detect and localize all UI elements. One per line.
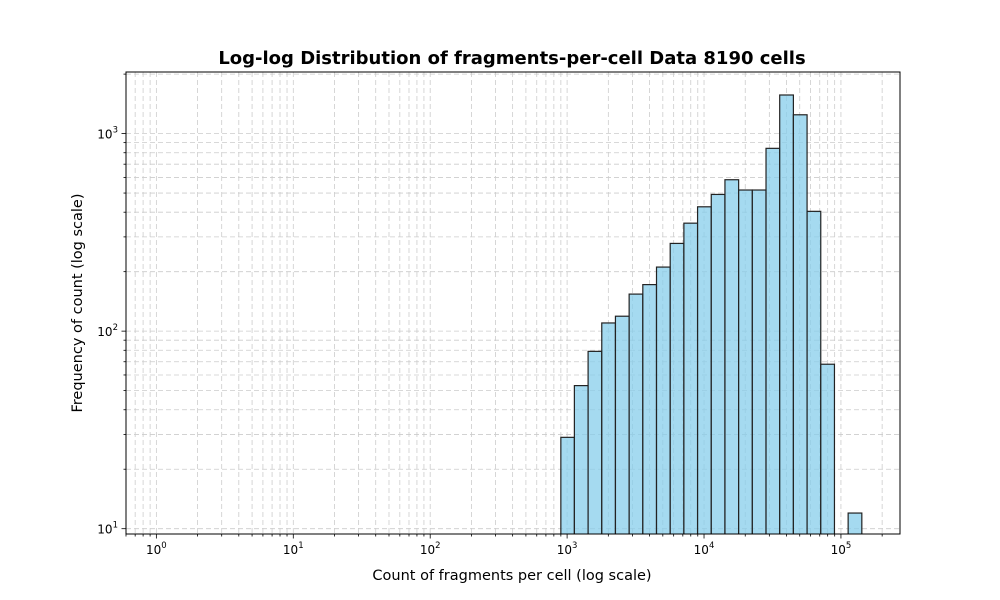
histogram-bar bbox=[573, 385, 589, 534]
histogram-bar bbox=[847, 512, 863, 534]
x-tick-base: 10 bbox=[694, 543, 709, 557]
x-tick-base: 10 bbox=[283, 543, 298, 557]
histogram-bar bbox=[806, 210, 822, 534]
x-tick-exponent: 2 bbox=[435, 541, 440, 551]
histogram-bar bbox=[765, 147, 781, 534]
y-tick-label: 103 bbox=[97, 126, 118, 142]
x-tick-exponent: 4 bbox=[709, 541, 714, 551]
histogram-bar bbox=[628, 293, 644, 534]
histogram-bar bbox=[724, 179, 740, 534]
x-axis-label: Count of fragments per cell (log scale) bbox=[372, 568, 651, 584]
y-tick-label: 101 bbox=[97, 521, 118, 537]
histogram-bar bbox=[683, 222, 699, 534]
x-tick-label: 104 bbox=[694, 541, 715, 557]
x-tick-base: 10 bbox=[420, 543, 435, 557]
histogram-bars bbox=[560, 94, 863, 534]
y-tick-base: 10 bbox=[97, 325, 112, 339]
y-tick-exponent: 3 bbox=[113, 126, 118, 136]
chart-title: Log-log Distribution of fragments-per-ce… bbox=[218, 48, 805, 69]
y-tick-exponent: 1 bbox=[113, 521, 118, 531]
x-tick-label: 105 bbox=[831, 541, 852, 557]
x-tick-label: 103 bbox=[557, 541, 578, 557]
x-tick-label: 101 bbox=[283, 541, 304, 557]
x-tick-base: 10 bbox=[831, 543, 846, 557]
plot-frame bbox=[125, 71, 901, 535]
y-tick-label: 102 bbox=[97, 323, 118, 339]
histogram-bar bbox=[696, 206, 712, 534]
x-tick-label: 102 bbox=[420, 541, 441, 557]
histogram-bar bbox=[792, 114, 808, 534]
y-tick-base: 10 bbox=[97, 523, 112, 537]
x-tick-exponent: 3 bbox=[572, 541, 577, 551]
histogram-bar bbox=[669, 242, 685, 534]
histogram-bar bbox=[779, 94, 794, 534]
x-tick-exponent: 0 bbox=[161, 541, 166, 551]
x-tick-label: 100 bbox=[146, 541, 167, 557]
x-tick-exponent: 5 bbox=[846, 541, 851, 551]
y-axis-label: Frequency of count (log scale) bbox=[70, 193, 86, 412]
x-tick-exponent: 1 bbox=[298, 541, 303, 551]
histogram-bar bbox=[587, 350, 603, 534]
y-tick-base: 10 bbox=[97, 128, 112, 142]
histogram-bar bbox=[642, 284, 658, 534]
y-tick-exponent: 2 bbox=[113, 323, 118, 333]
x-tick-base: 10 bbox=[557, 543, 572, 557]
histogram-bar bbox=[560, 436, 575, 534]
histogram-bar bbox=[655, 266, 671, 534]
histogram-bar bbox=[710, 193, 726, 534]
histogram-bar bbox=[820, 363, 836, 534]
x-tick-base: 10 bbox=[146, 543, 161, 557]
histogram-bar bbox=[601, 322, 617, 534]
histogram-bar bbox=[751, 189, 767, 534]
histogram-bar bbox=[738, 189, 753, 534]
histogram-bar bbox=[614, 315, 630, 534]
